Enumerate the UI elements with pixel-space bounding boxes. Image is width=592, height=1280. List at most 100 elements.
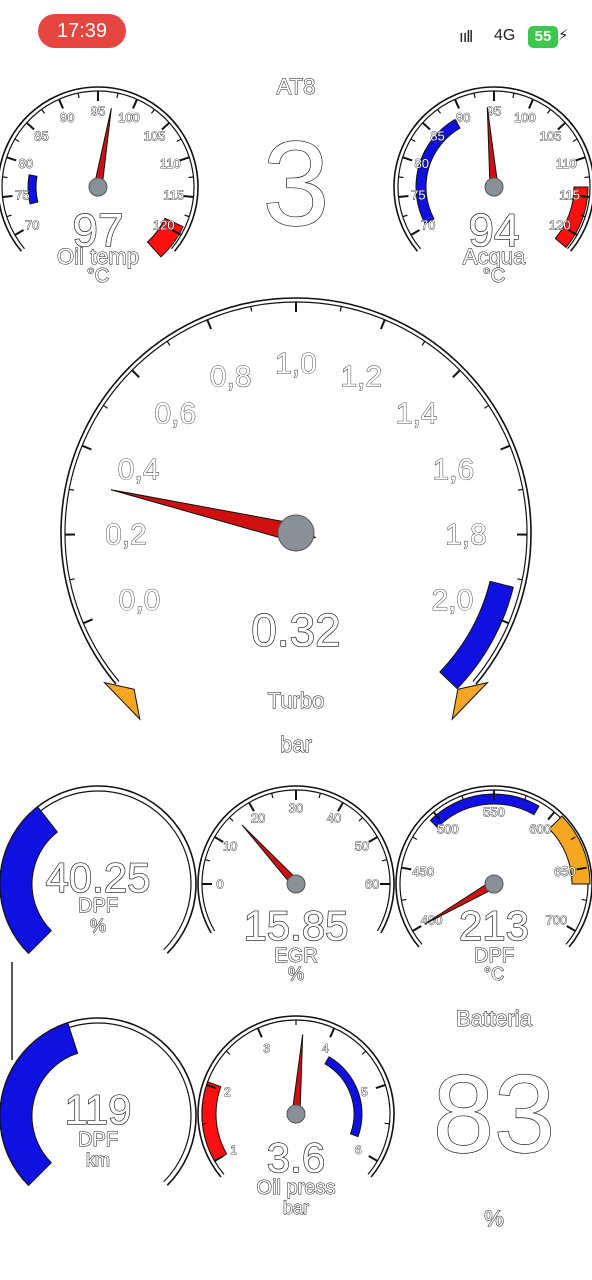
gauge-tick-label: 0,0 — [119, 584, 161, 617]
egr-name: EGR — [274, 945, 317, 967]
gauge-tick-label: 70 — [25, 218, 39, 233]
gauge-tick — [380, 319, 386, 330]
gauge-tick-label: 700 — [546, 913, 568, 928]
gauge-tick — [412, 836, 418, 841]
gauge-tick — [41, 108, 45, 114]
gauge-tick-label: 120 — [153, 218, 175, 233]
gauge-tick — [151, 108, 155, 114]
gauge-tick-label: 1,0 — [275, 348, 317, 381]
gauge-tick — [205, 859, 211, 862]
network-type: 4G — [494, 27, 516, 44]
gauge-tick-label: 80 — [414, 156, 428, 171]
gauge-tick — [570, 836, 576, 841]
gauge-tick-label: 95 — [487, 104, 501, 119]
gauge-tick-label: 0,4 — [118, 453, 160, 486]
dpf-temp-gauge[interactable]: 400450500550600650700 — [395, 785, 592, 948]
gauge-tick — [206, 1084, 217, 1089]
gauge-tick — [248, 802, 255, 812]
dpf-percent-value: 40.25 — [45, 854, 150, 901]
warning-marker — [102, 681, 141, 721]
gauge-tick — [567, 229, 578, 236]
gauge-tick — [25, 122, 35, 131]
gauge-tick — [337, 802, 344, 812]
gauge-tick — [432, 811, 441, 821]
gauge-tick — [580, 214, 586, 218]
gauge-tick-label: 100 — [514, 110, 536, 125]
warning-marker — [451, 681, 490, 721]
dpf-km-value: 119 — [65, 1086, 132, 1133]
gauge-tick — [381, 859, 387, 862]
gauge-tick-label: 115 — [163, 187, 184, 202]
gauge-tick — [339, 306, 342, 312]
dpf-km-gauge[interactable] — [0, 1017, 197, 1187]
gauge-tick — [398, 194, 409, 199]
gauge-tick-label: 115 — [559, 187, 580, 202]
gauge-tick — [202, 1122, 208, 1125]
gauge-tick-label: 4 — [322, 1041, 329, 1055]
turbo-gauge[interactable]: 0,0 0,2 0,4 0,6 0,8 1,0 1,2 1,4 1,6 1,8 2,0 — [60, 297, 532, 721]
turbo-unit: bar — [280, 732, 312, 757]
gauge-rim — [60, 297, 532, 685]
gauge-tick — [116, 92, 119, 99]
gauge-tick-label: 1,2 — [340, 361, 382, 394]
gauge-tick — [523, 795, 527, 801]
gauge-tick — [14, 138, 20, 143]
gauge-tick-label: 105 — [144, 129, 166, 144]
gauge-tick-label: 85 — [430, 129, 444, 144]
gauge-tick — [2, 194, 13, 199]
gauge-tick — [250, 306, 253, 312]
gauge-tick-label: 0,8 — [210, 361, 252, 394]
gauge-tick-label: 600 — [529, 821, 551, 836]
gauge-tick-label: 450 — [412, 864, 434, 879]
cold-band — [27, 174, 39, 205]
gauge-tick — [461, 795, 465, 801]
gauge-tick — [402, 214, 408, 218]
gauge-tick-label: 500 — [437, 821, 459, 836]
gauge-tick-label: 50 — [355, 839, 369, 854]
gauge-tick — [131, 369, 140, 378]
gauge-tick-label: 90 — [60, 110, 74, 125]
oil-press-gauge[interactable]: 1 2 3 4 5 6 — [197, 1015, 395, 1178]
hot-band — [554, 186, 589, 249]
gauge-tick — [103, 405, 108, 409]
gauge-tick — [14, 229, 25, 236]
gauge-tick — [473, 92, 476, 99]
ring-fill — [0, 806, 59, 955]
gauge-tick — [517, 488, 523, 491]
gauge-tick — [229, 817, 234, 822]
dpf-percent-gauge[interactable] — [0, 785, 197, 955]
gauge-tick-label: 100 — [118, 110, 140, 125]
gauge-tick — [384, 1122, 390, 1125]
gauge-tick — [484, 405, 489, 409]
battery-label: Batteria — [456, 1006, 533, 1031]
battery-unit: % — [484, 1206, 504, 1231]
gauge-tick — [575, 156, 586, 162]
gauge-tick-label: 0 — [216, 877, 223, 892]
gauge-rim — [393, 86, 592, 252]
gauge-hub — [484, 874, 504, 894]
gauge-tick — [58, 98, 64, 109]
gauge-tick — [171, 229, 182, 236]
oil-temp-unit: °C — [87, 265, 109, 287]
dpf-percent-name: DPF — [78, 895, 118, 917]
gauge-hub — [484, 177, 504, 197]
gauge-tick — [500, 444, 511, 451]
gauge-tick — [329, 1027, 336, 1038]
egr-gauge[interactable]: 0 10 20 30 40 50 60 — [197, 785, 395, 934]
gauge-tick-label: 110 — [556, 156, 577, 171]
oil-press-unit: bar — [283, 1198, 309, 1218]
gauge-tick-label: 1,8 — [445, 519, 487, 552]
gauge-tick-label: 85 — [34, 129, 48, 144]
gauge-needle — [110, 489, 317, 543]
gauge-tick — [410, 229, 421, 236]
gauge-tick — [368, 836, 378, 843]
gauge-tick-label: 1 — [230, 1143, 237, 1157]
regen-band — [548, 815, 591, 885]
gauge-tick-label: 70 — [421, 218, 435, 233]
gauge-tick — [69, 488, 75, 491]
gauge-tick — [547, 108, 551, 114]
gauge-tick-label: 650 — [554, 864, 576, 879]
dpf-percent-unit: % — [90, 916, 106, 936]
